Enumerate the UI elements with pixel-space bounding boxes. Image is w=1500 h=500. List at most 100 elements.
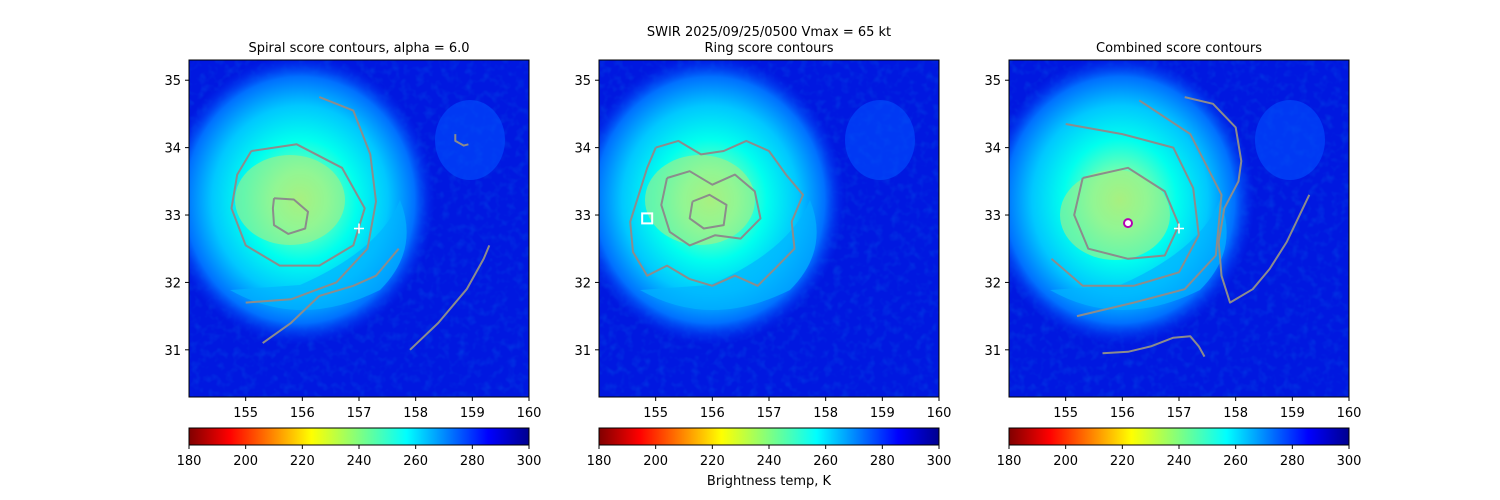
best-track-marker — [354, 223, 364, 234]
x-tick-label: 157 — [1167, 406, 1192, 421]
contour-line-4 — [409, 245, 491, 351]
colorbar-gradient — [188, 427, 530, 446]
y-tick-label: 31 — [164, 344, 181, 359]
contour-line-2 — [1076, 99, 1223, 318]
x-tick-label: 156 — [700, 406, 725, 421]
y-tick-label: 34 — [574, 142, 591, 157]
satellite-image — [599, 60, 939, 397]
colorbar-tick-label: 280 — [870, 454, 895, 469]
y-tick-label: 31 — [574, 344, 591, 359]
combined-center-marker — [1123, 218, 1133, 229]
y-tick-label: 31 — [984, 344, 1001, 359]
x-tick-label: 158 — [1223, 406, 1248, 421]
marker-group — [354, 223, 364, 234]
colorbar-tick-label: 300 — [1337, 454, 1362, 469]
colorbar-tick-label: 180 — [997, 454, 1022, 469]
contour-line-2 — [245, 96, 377, 304]
x-tick-label: 156 — [290, 406, 315, 421]
colorbar-tick-label: 300 — [927, 454, 952, 469]
marker-group — [641, 212, 654, 225]
y-tick-label: 33 — [164, 209, 181, 224]
colorbar-ticks: 180 200 220 240 260 280 300 — [177, 445, 542, 469]
x-tick-label: 158 — [813, 406, 838, 421]
y-tick-label: 35 — [984, 74, 1001, 89]
colorbar-tick-label: 200 — [233, 454, 258, 469]
contour-line-1 — [1050, 123, 1200, 287]
ring-center-marker — [641, 212, 654, 225]
contour-line-0 — [271, 197, 309, 235]
contour-line-3 — [262, 248, 400, 344]
colorbar-tick-label: 180 — [177, 454, 202, 469]
colorbar-tick-label: 240 — [347, 454, 372, 469]
panel-ring: Ring score contours 155 156 157 158 159 160 3… — [574, 41, 951, 421]
colorbar-tick-label: 220 — [1110, 454, 1135, 469]
panel-spiral: Spiral score contours, alpha = 6.0 155 15… — [164, 41, 541, 421]
panel-title: Spiral score contours, alpha = 6.0 — [248, 41, 469, 56]
colorbar-ticks: 180 200 220 240 260 280 300 — [587, 445, 952, 469]
colorbar-gradient — [1008, 427, 1350, 446]
x-axis: 155 156 157 158 159 160 — [1053, 397, 1361, 421]
y-axis: 31 32 33 34 35 — [984, 74, 1009, 359]
contour-line-0 — [1073, 166, 1180, 260]
colorbar-tick-label: 300 — [517, 454, 542, 469]
colorbar-tick-label: 240 — [757, 454, 782, 469]
best-track-marker — [1174, 223, 1184, 234]
marker-group — [1123, 218, 1184, 234]
x-tick-label: 155 — [1053, 406, 1078, 421]
y-tick-label: 35 — [164, 74, 181, 89]
colorbar-tick-label: 240 — [1167, 454, 1192, 469]
colorbar-tick-label: 220 — [700, 454, 725, 469]
x-tick-label: 158 — [403, 406, 428, 421]
x-tick-label: 159 — [870, 406, 895, 421]
contour-line-0 — [629, 139, 804, 287]
contour-group — [1050, 96, 1311, 358]
colorbar-gradient — [598, 427, 940, 446]
colorbar-tick-label: 200 — [643, 454, 668, 469]
colorbar-tick-label: 260 — [813, 454, 838, 469]
contour-line-4 — [1102, 335, 1206, 358]
colorbar-tick-label: 260 — [403, 454, 428, 469]
x-tick-label: 160 — [517, 406, 542, 421]
contour-line-1 — [660, 170, 762, 247]
colorbar-tick-label: 260 — [1223, 454, 1248, 469]
y-tick-label: 32 — [574, 276, 591, 291]
panel-title: Ring score contours — [704, 41, 833, 56]
colorbar-tick-label: 280 — [1280, 454, 1305, 469]
x-tick-label: 155 — [233, 406, 258, 421]
x-tick-label: 160 — [927, 406, 952, 421]
contour-line-1 — [230, 143, 366, 267]
y-tick-label: 32 — [984, 276, 1001, 291]
x-tick-label: 157 — [347, 406, 372, 421]
contour-line-5 — [454, 134, 469, 147]
y-axis: 31 32 33 34 35 — [164, 74, 189, 359]
colorbar-tick-label: 220 — [290, 454, 315, 469]
colorbar-0: 180 200 220 240 260 280 300 — [177, 427, 542, 469]
x-tick-label: 156 — [1110, 406, 1135, 421]
panel-title: Combined score contours — [1096, 41, 1262, 56]
y-tick-label: 33 — [574, 209, 591, 224]
colorbar-tick-label: 200 — [1053, 454, 1078, 469]
x-tick-label: 157 — [757, 406, 782, 421]
contour-line-2 — [688, 193, 728, 230]
contour-line-3 — [1184, 96, 1311, 304]
contour-group — [629, 139, 804, 287]
x-axis: 155 156 157 158 159 160 — [233, 397, 541, 421]
contour-group — [230, 96, 491, 351]
panel-combined: Combined score contours 155 156 157 158 159 1… — [984, 41, 1361, 421]
x-tick-label: 159 — [460, 406, 485, 421]
y-tick-label: 32 — [164, 276, 181, 291]
figure-suptitle: SWIR 2025/09/25/0500 Vmax = 65 kt — [647, 25, 891, 40]
y-tick-label: 35 — [574, 74, 591, 89]
colorbar-label: Brightness temp, K — [707, 474, 832, 489]
colorbar-2: 180 200 220 240 260 280 300 — [997, 427, 1362, 469]
colorbar-ticks: 180 200 220 240 260 280 300 — [997, 445, 1362, 469]
x-axis: 155 156 157 158 159 160 — [643, 397, 951, 421]
satellite-image — [189, 60, 529, 397]
x-tick-label: 160 — [1337, 406, 1362, 421]
colorbar-1: 180 200 220 240 260 280 300 Brightness temp, K — [587, 427, 952, 489]
y-axis: 31 32 33 34 35 — [574, 74, 599, 359]
x-tick-label: 159 — [1280, 406, 1305, 421]
y-tick-label: 33 — [984, 209, 1001, 224]
x-tick-label: 155 — [643, 406, 668, 421]
